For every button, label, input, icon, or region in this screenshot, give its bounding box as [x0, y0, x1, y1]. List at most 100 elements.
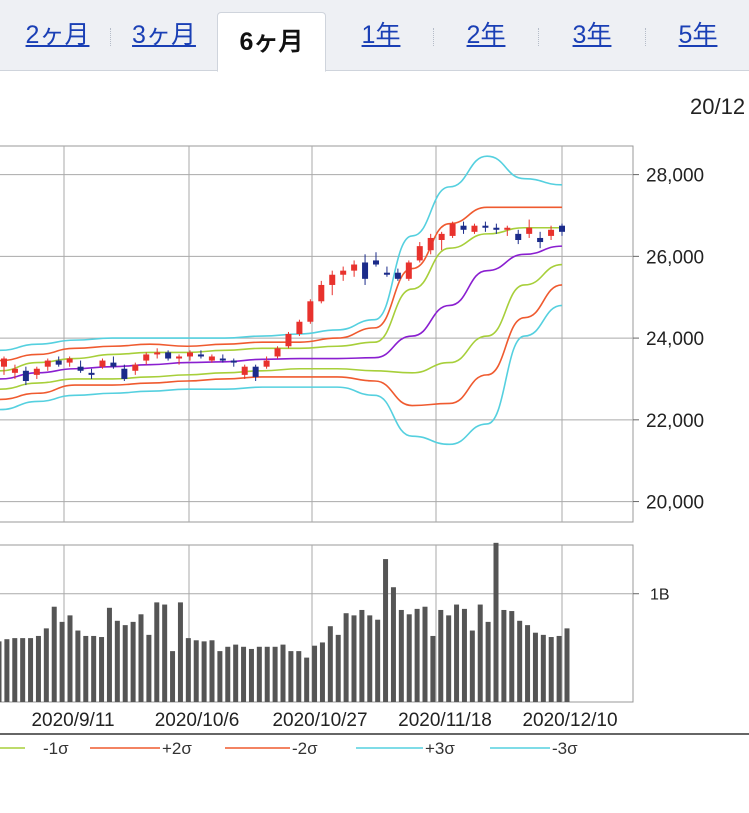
- candle-body: [274, 348, 281, 357]
- candle-body: [11, 368, 18, 373]
- tab-2-years[interactable]: 2年: [466, 21, 506, 49]
- bollinger-bands: [0, 155, 563, 446]
- candle-body: [55, 360, 62, 365]
- volume-bar: [122, 625, 128, 702]
- volume-bar: [422, 606, 428, 702]
- volume-bar: [264, 646, 270, 702]
- volume-bar: [446, 615, 452, 702]
- candle-body: [1, 358, 7, 367]
- volume-bar: [280, 644, 286, 702]
- candle-body: [471, 225, 478, 232]
- volume-bar: [414, 608, 420, 702]
- candle-body: [197, 354, 204, 357]
- candle-body: [329, 274, 336, 285]
- volume-bar: [51, 606, 57, 702]
- volume-bar: [485, 621, 491, 702]
- volume-bar: [367, 615, 373, 702]
- legend-label: -1σ: [43, 739, 69, 758]
- volume-bar: [146, 634, 152, 702]
- candle-body: [515, 233, 522, 240]
- price-grid: [0, 145, 634, 523]
- volume-bar: [67, 615, 73, 702]
- candle-body: [351, 264, 358, 271]
- volume-bar: [390, 587, 396, 702]
- volume-bar: [430, 635, 436, 702]
- x-tick-label: 2020/10/6: [155, 710, 240, 731]
- x-tick-label: 2020/10/27: [272, 710, 367, 731]
- volume-bar: [525, 625, 531, 702]
- volume-bar: [438, 609, 444, 702]
- volume-bar: [106, 607, 112, 702]
- candle-body: [504, 227, 511, 230]
- tab-separator: [433, 28, 435, 46]
- candle-body: [438, 233, 445, 240]
- candle-body: [548, 229, 555, 236]
- volume-bar: [209, 640, 215, 702]
- x-tick-label: 2020/9/11: [31, 710, 114, 731]
- candle-body: [110, 362, 117, 367]
- x-tick-label: 2020/12/10: [522, 710, 617, 731]
- volume-grid: [0, 544, 634, 703]
- volume-bar: [351, 615, 357, 702]
- legend: -1σ +2σ -2σ +3σ -3σ: [0, 739, 578, 758]
- volume-bars: [0, 542, 570, 702]
- candle-body: [493, 227, 500, 230]
- volume-bar: [556, 635, 562, 702]
- minus2-sigma-line: [0, 284, 563, 407]
- candle-body: [208, 356, 215, 361]
- price-tick-label: 20,000: [646, 493, 704, 514]
- volume-bar: [532, 632, 538, 702]
- candle-body: [143, 354, 150, 361]
- tab-3-months[interactable]: 3ヶ月: [132, 21, 196, 49]
- volume-bar: [4, 639, 10, 702]
- tab-3-years[interactable]: 3年: [572, 21, 612, 49]
- legend-label: +3σ: [425, 739, 455, 758]
- candle-body: [526, 227, 533, 234]
- volume-bar: [248, 648, 254, 702]
- tab-6-months[interactable]: 6ヶ月: [217, 12, 326, 72]
- volume-axis: 1B: [633, 587, 670, 604]
- volume-bar: [406, 614, 412, 702]
- volume-bar: [548, 637, 554, 702]
- tab-1-year[interactable]: 1年: [361, 21, 401, 49]
- price-tick-label: 26,000: [646, 247, 704, 268]
- candle-body: [219, 358, 226, 361]
- tab-separator: [538, 28, 540, 46]
- candle-body: [263, 360, 270, 367]
- candle-body: [187, 352, 193, 357]
- candle-body: [427, 237, 434, 251]
- candle-body: [121, 368, 128, 379]
- volume-bar: [75, 630, 81, 702]
- volume-bar: [185, 638, 191, 702]
- tab-5-years[interactable]: 5年: [678, 21, 718, 49]
- candle-body: [33, 368, 40, 375]
- volume-bar: [477, 604, 483, 702]
- price-tick-label: 28,000: [646, 166, 704, 187]
- candle-body: [77, 366, 84, 371]
- volume-bar: [162, 604, 168, 702]
- candle-body: [383, 272, 390, 275]
- candle-body: [460, 225, 467, 230]
- candle-body: [559, 225, 565, 232]
- volume-bar: [540, 634, 546, 702]
- volume-bar: [312, 645, 318, 702]
- volume-bar: [35, 635, 41, 702]
- volume-bar: [217, 651, 223, 702]
- volume-bar: [233, 644, 239, 702]
- volume-bar: [177, 602, 183, 702]
- candle-body: [285, 334, 292, 347]
- volume-bar: [501, 609, 507, 702]
- volume-bar: [469, 630, 475, 702]
- tab-2-months[interactable]: 2ヶ月: [25, 21, 90, 49]
- volume-bar: [564, 628, 570, 702]
- candle-body: [318, 284, 325, 302]
- volume-bar: [91, 635, 97, 702]
- volume-tick-label: 1B: [650, 587, 670, 604]
- tab-separator: [110, 28, 112, 46]
- volume-bar: [509, 611, 515, 702]
- tab-separator: [645, 28, 647, 46]
- candle-body: [99, 360, 106, 367]
- candle-body: [154, 352, 161, 355]
- volume-bar: [461, 608, 467, 702]
- volume-bar: [454, 604, 460, 702]
